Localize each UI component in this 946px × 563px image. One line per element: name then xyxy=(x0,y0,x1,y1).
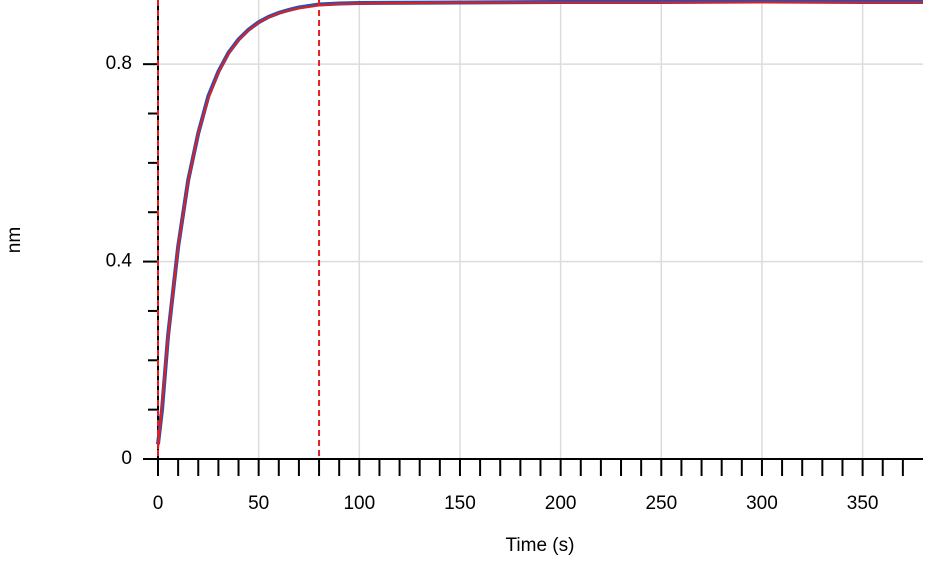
x-tick-label: 0 xyxy=(153,493,164,514)
x-tick-label: 350 xyxy=(847,493,879,514)
y-tick-label: 0.4 xyxy=(106,251,133,272)
x-tick-label: 50 xyxy=(248,493,269,514)
y-tick-label: 0.8 xyxy=(106,53,132,74)
series-line xyxy=(157,1,923,450)
x-tick-label: 150 xyxy=(444,493,476,514)
x-tick-label: 300 xyxy=(746,493,778,514)
y-tick-label: 0 xyxy=(121,448,132,469)
x-tick-label: 100 xyxy=(343,493,375,514)
series-line xyxy=(156,0,923,445)
x-tick-label: 200 xyxy=(545,493,577,514)
y-axis-label: nm xyxy=(4,227,25,253)
x-tick-label: 250 xyxy=(645,493,677,514)
x-axis-label: Time (s) xyxy=(506,535,575,556)
